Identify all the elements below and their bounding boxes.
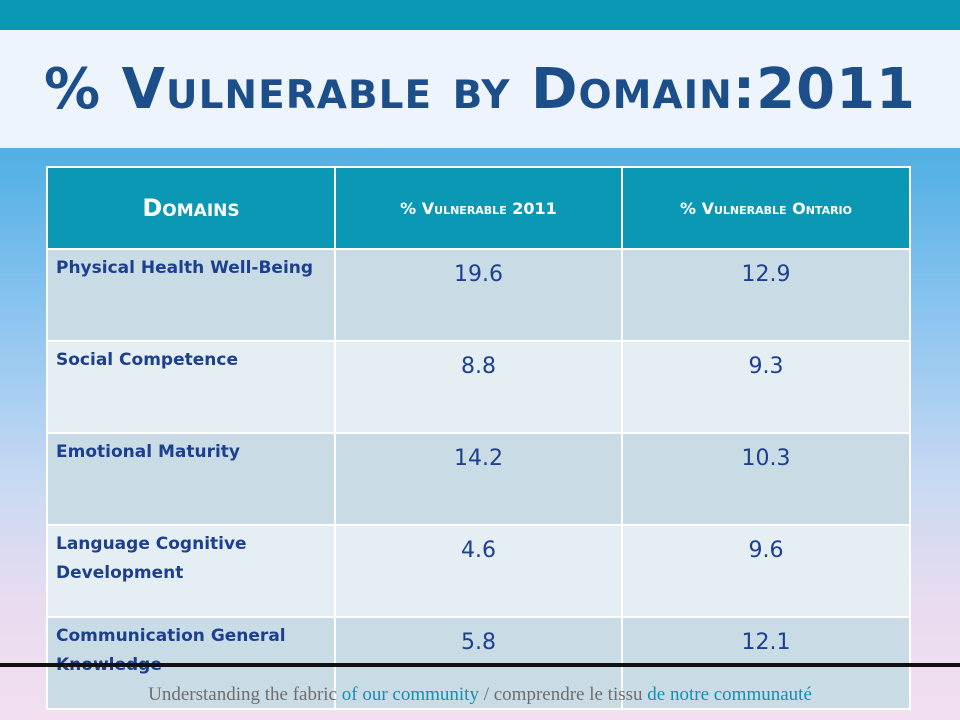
value-ontario: 10.3 xyxy=(621,432,911,526)
table-row: Physical Health Well-Being 19.6 12.9 xyxy=(46,248,911,342)
footer-divider xyxy=(0,663,960,667)
value-ontario: 12.9 xyxy=(621,248,911,342)
footer-text-3: / comprendre le tissu xyxy=(478,684,648,705)
table-row: Emotional Maturity 14.2 10.3 xyxy=(46,432,911,526)
domain-label: Emotional Maturity xyxy=(46,432,336,526)
header-vulnerable-ontario: % Vulnerable Ontario xyxy=(621,166,911,250)
value-ontario: 9.3 xyxy=(621,340,911,434)
table-row: Language Cognitive Development 4.6 9.6 xyxy=(46,524,911,618)
footer-text-1: Understanding the fabric xyxy=(148,684,342,705)
value-2011: 14.2 xyxy=(334,432,623,526)
title-band xyxy=(0,30,960,148)
value-2011: 19.6 xyxy=(334,248,623,342)
vulnerability-table: Domains % Vulnerable 2011 % Vulnerable O… xyxy=(46,166,911,710)
slide-title: % Vulnerable by Domain:2011 xyxy=(43,56,917,122)
value-ontario: 9.6 xyxy=(621,524,911,618)
table-header-row: Domains % Vulnerable 2011 % Vulnerable O… xyxy=(46,166,911,250)
footer-text-4: de notre communauté xyxy=(647,684,812,705)
domain-table: Domains % Vulnerable 2011 % Vulnerable O… xyxy=(46,166,911,710)
header-domains: Domains xyxy=(46,166,336,250)
value-2011: 8.8 xyxy=(334,340,623,434)
domain-label: Language Cognitive Development xyxy=(46,524,336,618)
footer-text-2: of our community xyxy=(341,684,479,705)
top-accent-band xyxy=(0,0,960,30)
header-vulnerable-2011: % Vulnerable 2011 xyxy=(334,166,623,250)
table-row: Social Competence 8.8 9.3 xyxy=(46,340,911,434)
value-2011: 4.6 xyxy=(334,524,623,618)
footer-tagline: Understanding the fabric of our communit… xyxy=(0,684,960,706)
domain-label: Physical Health Well-Being xyxy=(46,248,336,342)
domain-label: Social Competence xyxy=(46,340,336,434)
